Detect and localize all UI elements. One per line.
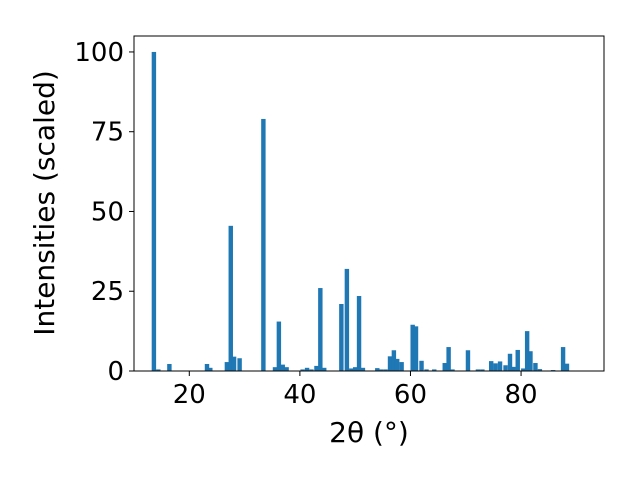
bar [280, 364, 285, 371]
bar [204, 363, 210, 371]
bar [151, 51, 157, 371]
bar [521, 368, 526, 371]
bar [237, 358, 242, 371]
y-tick-label: 0 [107, 357, 124, 387]
bar [524, 331, 530, 371]
bar [304, 367, 310, 371]
bar [446, 347, 451, 371]
x-tick-label: 60 [394, 380, 427, 410]
bar [419, 360, 424, 371]
bar [224, 362, 230, 371]
bar [231, 356, 237, 371]
y-axis-label: Intensities (scaled) [28, 70, 61, 336]
bar [503, 365, 508, 371]
x-axis: 20 40 60 80 [173, 371, 538, 410]
bar [511, 366, 516, 371]
bar [465, 350, 471, 371]
x-axis-label: 2θ (°) [329, 416, 409, 449]
bar [344, 268, 350, 371]
bar [413, 326, 419, 371]
y-tick-label: 75 [91, 118, 124, 148]
bar [564, 363, 570, 371]
bar [475, 369, 481, 371]
bar [208, 367, 213, 371]
bar [314, 365, 319, 371]
bar [493, 363, 498, 371]
bar [410, 324, 415, 371]
bar [378, 369, 384, 371]
bar [322, 367, 327, 371]
bar [356, 296, 362, 371]
bar [349, 368, 354, 371]
bar [156, 369, 161, 371]
bar [360, 367, 366, 371]
y-tick-label: 25 [91, 277, 124, 307]
bar [537, 369, 543, 371]
bar [507, 353, 513, 371]
bar [167, 363, 172, 371]
bar [391, 350, 397, 371]
bar [399, 362, 404, 371]
x-tick-label: 20 [173, 380, 206, 410]
bar [272, 367, 278, 371]
bar [528, 351, 533, 371]
bar [394, 358, 400, 371]
bar [339, 304, 344, 371]
bar [497, 361, 503, 371]
bar [352, 367, 358, 371]
bar [480, 369, 485, 371]
bar [375, 368, 380, 371]
bar [309, 369, 314, 371]
bar [261, 118, 266, 371]
bars-group [151, 51, 570, 371]
y-tick-label: 50 [91, 197, 124, 227]
bar [560, 347, 566, 371]
bar [488, 361, 494, 371]
bar [284, 367, 289, 371]
bar [442, 363, 447, 371]
bar [387, 356, 393, 371]
x-tick-label: 80 [505, 380, 538, 410]
plot-frame [133, 35, 605, 372]
bar [318, 288, 323, 371]
bar [300, 369, 305, 371]
bar [533, 363, 538, 371]
bar [383, 369, 388, 371]
y-axis: 0 25 50 75 100 [74, 38, 134, 387]
bar [432, 369, 437, 371]
bar [515, 349, 520, 371]
y-tick-label: 100 [74, 38, 124, 68]
bar [450, 369, 455, 371]
x-tick-label: 40 [283, 380, 316, 410]
bar [228, 225, 233, 371]
bar [424, 369, 429, 371]
bar [276, 321, 282, 371]
